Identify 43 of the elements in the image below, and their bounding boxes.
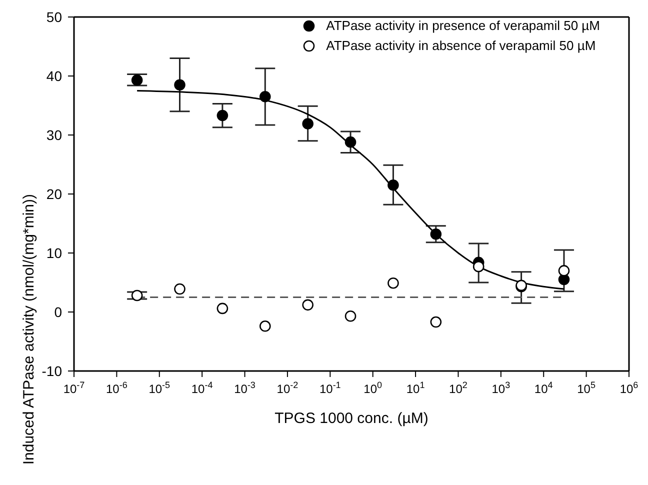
point [174,79,186,90]
point [430,316,442,328]
x-tick-label: 10$^{6}$ [620,380,638,396]
y-tick-label: 20 [46,186,62,202]
y-tick-label: 10 [46,245,62,261]
legend-label: ATPase activity in absence of verapamil 50 µM [326,37,596,55]
x-tick-label: 10$^{-1}$ [319,380,341,396]
point [174,283,186,295]
point [388,180,399,191]
y-tick-label: 30 [46,127,62,143]
y-tick-label: 50 [46,9,62,25]
y-tick-label: -10 [42,363,62,379]
y-axis-title: Induced ATPase activity (nmol/(mg*min)) [20,194,38,465]
x-tick-label: 10$^{5}$ [577,380,596,396]
x-tick-label: 10$^{-7}$ [63,380,85,396]
point [558,265,570,276]
x-tick-label: 10$^{4}$ [534,380,553,396]
point [259,320,271,332]
point [388,277,399,289]
point [302,299,314,311]
point [259,91,271,102]
point [131,290,143,302]
point [302,118,314,130]
x-tick-label: 10$^{-4}$ [191,380,213,396]
y-tick-label: 0 [54,304,62,320]
point [216,110,228,122]
point [344,136,356,148]
point [430,228,442,240]
y-tick-label: 40 [46,68,62,84]
legend-label: ATPase activity in presence of verapamil 50 µM [326,17,600,35]
x-tick-label: 10$^{-2}$ [276,380,298,396]
x-tick-label: 10$^{0}$ [364,380,382,396]
point [216,302,228,314]
x-tick-label: 10$^{-5}$ [148,380,170,396]
x-tick-label: 10$^{2}$ [449,380,468,396]
x-tick-label: 10$^{3}$ [492,380,510,396]
point [472,260,484,272]
point [344,310,356,322]
x-tick-label: 10$^{-6}$ [106,380,128,396]
x-tick-label: 10$^{1}$ [406,380,425,396]
point [131,74,143,86]
x-tick-label: 10$^{-3}$ [234,380,256,396]
x-axis-title: TPGS 1000 conc. (µM) [274,410,428,427]
